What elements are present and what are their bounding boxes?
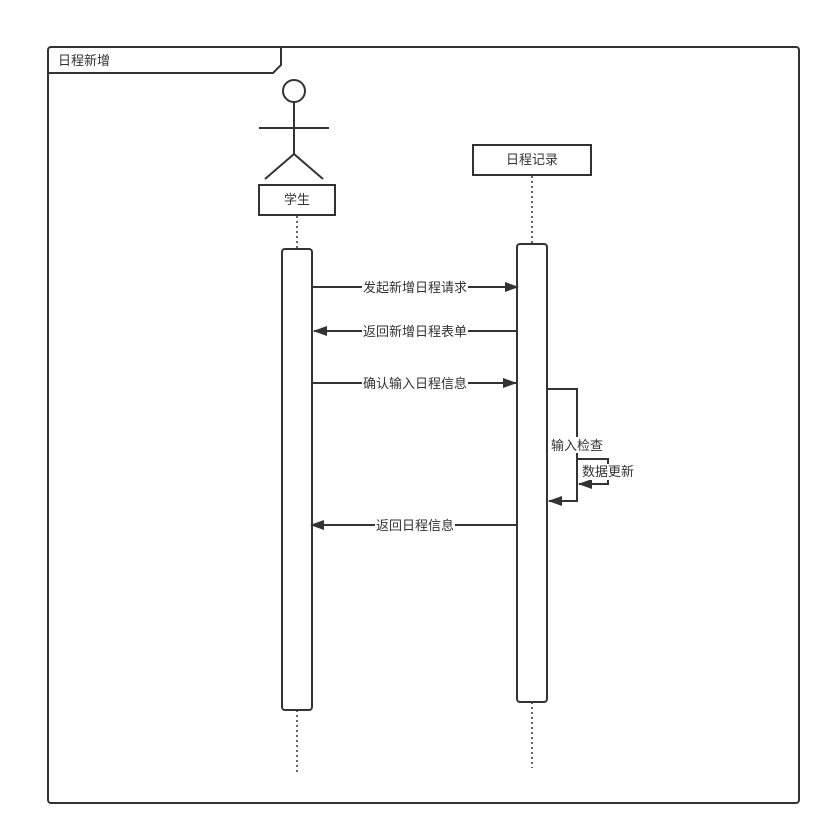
message-label-1: 发起新增日程请求	[363, 280, 467, 296]
actor-icon	[259, 79, 329, 180]
message-label-5: 数据更新	[582, 464, 634, 480]
frame-title: 日程新增	[58, 53, 110, 69]
message-label-4: 输入检查	[551, 438, 603, 454]
participant-schedule-label: 日程记录	[506, 153, 558, 168]
participant-student-label: 学生	[284, 192, 310, 208]
message-label-6: 返回日程信息	[376, 518, 454, 534]
activation-bar-student	[281, 248, 313, 711]
message-label-2: 返回新增日程表单	[363, 324, 467, 340]
frame-title-tab	[48, 47, 282, 74]
participant-schedule-record[interactable]: 日程记录	[472, 144, 592, 176]
sequence-frame	[47, 46, 800, 804]
participant-student[interactable]: 学生	[258, 184, 336, 216]
message-label-3: 确认输入日程信息	[363, 376, 467, 392]
activation-bar-schedule	[516, 243, 548, 703]
